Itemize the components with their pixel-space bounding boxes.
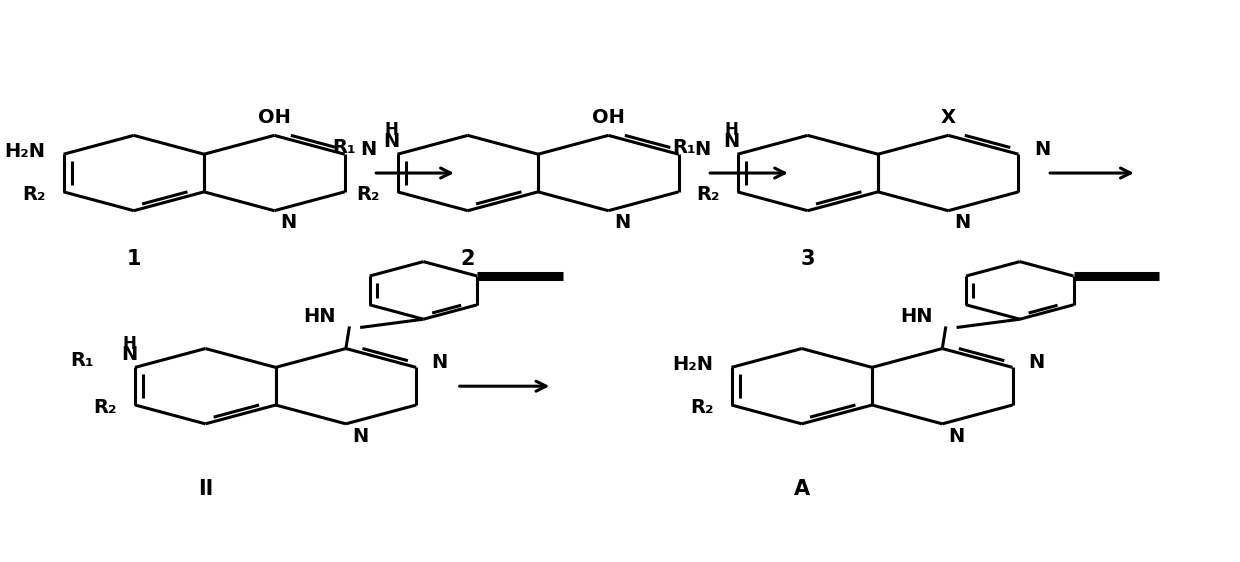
Text: N: N	[432, 353, 448, 373]
Text: N: N	[949, 427, 965, 446]
Text: R₁: R₁	[672, 138, 696, 156]
Text: II: II	[197, 479, 213, 498]
Text: 2: 2	[460, 249, 475, 269]
Text: R₂: R₂	[696, 185, 719, 204]
Text: OH: OH	[258, 108, 290, 127]
Text: R₂: R₂	[356, 185, 379, 204]
Text: N: N	[383, 132, 399, 151]
Text: 3: 3	[801, 249, 815, 269]
Text: OH: OH	[591, 108, 625, 127]
Text: N: N	[955, 214, 971, 232]
Text: R₂: R₂	[94, 398, 118, 418]
Text: R₁: R₁	[69, 351, 93, 370]
Text: N: N	[723, 132, 740, 151]
Text: A: A	[794, 479, 810, 498]
Text: HN: HN	[900, 307, 932, 326]
Text: R₂: R₂	[22, 185, 46, 204]
Text: HN: HN	[304, 307, 336, 326]
Text: H₂N: H₂N	[672, 355, 714, 374]
Text: N: N	[1028, 353, 1044, 373]
Text: N: N	[360, 140, 376, 159]
Text: H: H	[123, 334, 136, 352]
Text: X: X	[941, 108, 956, 127]
Text: R₁: R₁	[332, 138, 356, 156]
Text: H: H	[724, 121, 739, 139]
Text: N: N	[694, 140, 711, 159]
Text: N: N	[352, 427, 368, 446]
Text: N: N	[1034, 140, 1050, 159]
Text: H₂N: H₂N	[5, 142, 46, 161]
Text: 1: 1	[126, 249, 141, 269]
Text: N: N	[122, 345, 138, 364]
Text: N: N	[280, 214, 296, 232]
Text: H: H	[384, 121, 398, 139]
Text: N: N	[614, 214, 630, 232]
Text: R₂: R₂	[691, 398, 714, 418]
